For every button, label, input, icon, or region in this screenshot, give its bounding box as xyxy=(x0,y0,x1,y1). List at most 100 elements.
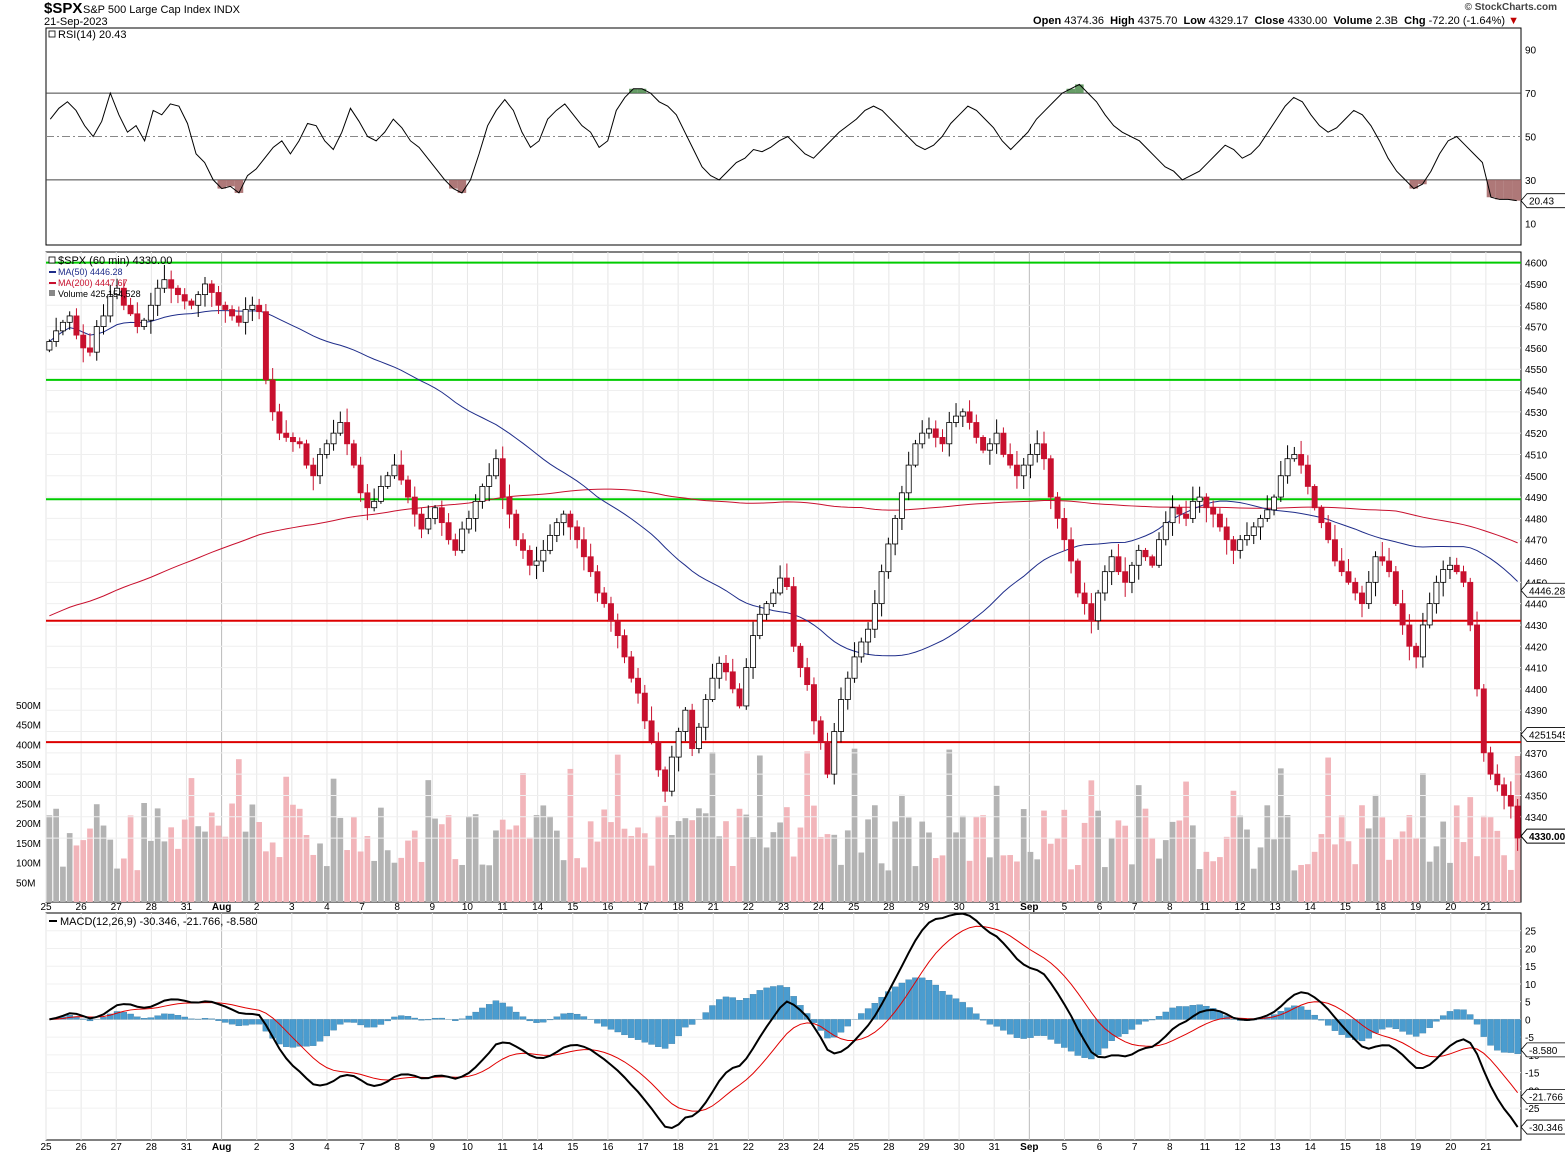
candle-body xyxy=(141,319,148,327)
candle xyxy=(73,308,80,340)
macd-histogram-bar xyxy=(235,1019,243,1026)
macd-histogram-bar xyxy=(147,1017,155,1020)
candle-body xyxy=(66,315,73,323)
price-panel: 25252626272728283131AugAug22334477889910… xyxy=(16,251,1565,1153)
candle-body xyxy=(1223,526,1230,541)
candle xyxy=(46,339,53,353)
macd-hist-tag-box xyxy=(1520,1042,1565,1058)
volume-bar xyxy=(1223,836,1230,902)
candle-body xyxy=(580,539,587,558)
volume-bar xyxy=(1264,805,1271,902)
macd-x-axis-label: 29 xyxy=(918,1142,930,1153)
volume-bar xyxy=(1359,805,1365,902)
volume-bar xyxy=(371,860,377,902)
ma50-legend: MA(50) 4446.28 xyxy=(58,267,123,277)
candle-body xyxy=(1054,496,1061,519)
candle-body xyxy=(655,741,662,771)
volume-bar xyxy=(80,840,87,902)
macd-histogram-bar xyxy=(1054,1019,1061,1044)
candle-body xyxy=(364,492,371,509)
candle xyxy=(357,456,364,502)
macd-histogram-bar xyxy=(1406,1019,1413,1035)
candle xyxy=(391,454,398,479)
macd-histogram-bar xyxy=(986,1019,994,1025)
candle-body xyxy=(601,592,608,605)
macd-histogram-bar xyxy=(1514,1019,1521,1054)
candle xyxy=(1250,522,1257,545)
candle-body xyxy=(1406,624,1413,647)
macd-histogram-bar xyxy=(919,977,926,1020)
candle xyxy=(1237,534,1244,559)
volume-bar xyxy=(675,821,682,902)
macd-histogram-bar xyxy=(323,1019,330,1037)
macd-histogram-bar xyxy=(411,1017,418,1020)
candle xyxy=(289,432,296,452)
volume-bar xyxy=(1352,864,1359,902)
candle-body xyxy=(1162,522,1169,541)
candle xyxy=(1108,549,1115,586)
ohlc-summary: Open 4374.36 High 4375.70 Low 4329.17 Cl… xyxy=(1033,15,1519,27)
candle-body xyxy=(1176,507,1183,515)
volume-bar xyxy=(310,854,317,902)
volume-bar xyxy=(1372,794,1379,902)
macd-histogram-bar xyxy=(506,1006,513,1020)
volume-bar xyxy=(1020,809,1027,902)
volume-bar xyxy=(1203,851,1210,902)
macd-histogram-bar xyxy=(952,998,960,1020)
volume-bar xyxy=(1081,822,1088,902)
macd-histogram-bar xyxy=(668,1019,676,1044)
candle-body xyxy=(513,513,520,541)
candle xyxy=(689,703,696,757)
candle-body xyxy=(594,571,601,594)
volume-bar xyxy=(790,856,797,902)
macd-histogram-bar xyxy=(1318,1019,1325,1021)
candle xyxy=(66,311,73,330)
candle-body xyxy=(181,294,188,302)
macd-histogram-bar xyxy=(932,984,939,1020)
macd-histogram-bar xyxy=(601,1019,608,1027)
candle-body xyxy=(824,741,831,775)
candle xyxy=(553,518,560,543)
volume-bar xyxy=(208,812,215,902)
candle-body xyxy=(1460,571,1467,583)
candle-body xyxy=(777,577,784,594)
candle-body xyxy=(1487,752,1494,775)
volume-bar xyxy=(296,808,303,902)
candle-body xyxy=(635,677,642,694)
macd-histogram-bar xyxy=(140,1018,148,1020)
candle xyxy=(560,510,567,536)
candle xyxy=(1474,611,1480,697)
candle-body xyxy=(310,464,317,477)
volume-bar xyxy=(520,772,526,902)
volume-bar xyxy=(303,834,310,902)
price-tick-label: 4520 xyxy=(1525,429,1548,440)
volume-bar xyxy=(107,839,114,902)
volume-bar xyxy=(1210,861,1216,902)
price-tick-label: 4530 xyxy=(1525,408,1548,419)
volume-bar xyxy=(865,819,871,902)
price-tick-label: 4600 xyxy=(1525,259,1548,270)
candle xyxy=(1020,457,1027,489)
candle xyxy=(1399,589,1406,635)
candle xyxy=(1386,547,1393,578)
volume-bar xyxy=(432,818,438,902)
chg-label: Chg xyxy=(1404,15,1426,27)
candle-body xyxy=(1453,564,1460,573)
candle-body xyxy=(925,428,932,434)
price-tick-label: 4410 xyxy=(1525,664,1548,675)
candle-body xyxy=(1507,795,1514,807)
candle-body xyxy=(831,731,838,775)
candle xyxy=(1467,577,1474,632)
candle xyxy=(817,716,824,750)
candle xyxy=(946,411,953,457)
candle-body xyxy=(980,437,987,451)
macd-value-tag-text: -30.346 xyxy=(1529,1123,1563,1134)
macd-histogram-bar xyxy=(1500,1019,1508,1053)
volume-bar xyxy=(323,866,330,902)
macd-histogram-bar xyxy=(222,1019,229,1023)
volume-bar xyxy=(493,830,499,902)
macd-histogram-bar xyxy=(1176,1006,1183,1020)
macd-tick-label: 25 xyxy=(1525,927,1537,938)
macd-x-axis-label: 14 xyxy=(532,1142,544,1153)
candle-body xyxy=(587,556,594,573)
